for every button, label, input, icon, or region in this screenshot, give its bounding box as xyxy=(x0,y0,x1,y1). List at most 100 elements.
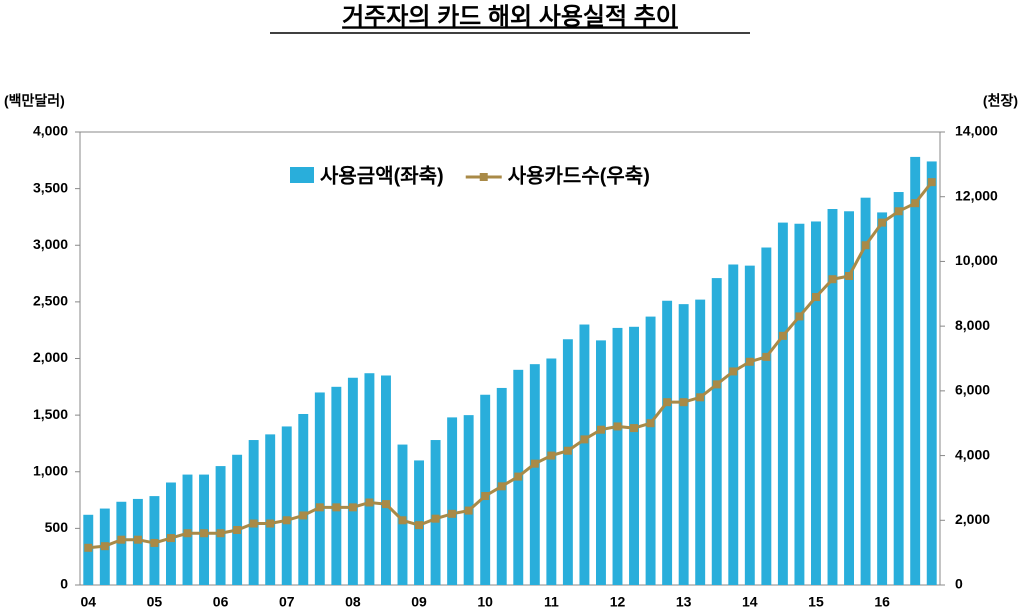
x-tick-label: 15 xyxy=(808,594,824,610)
bar xyxy=(811,221,821,585)
y-tick-label: 1,500 xyxy=(33,406,68,422)
bar xyxy=(910,156,921,586)
y2-tick-label: 0 xyxy=(955,576,963,592)
bar xyxy=(463,415,474,585)
bar xyxy=(926,161,937,585)
bar xyxy=(827,209,838,585)
line-marker xyxy=(547,451,556,460)
line-marker xyxy=(861,241,870,250)
x-tick-label: 05 xyxy=(147,594,163,610)
bar xyxy=(546,358,557,585)
line-marker xyxy=(365,498,374,507)
line-marker xyxy=(133,535,142,544)
chart-title: 거주자의 카드 해외 사용실적 추이 xyxy=(342,3,678,30)
line-marker xyxy=(729,367,738,376)
y-tick-label: 3,000 xyxy=(33,236,68,252)
x-tick-label: 08 xyxy=(345,594,361,610)
bar xyxy=(629,326,639,585)
y2-tick-label: 12,000 xyxy=(955,187,998,203)
y2-tick-label: 2,000 xyxy=(955,511,990,527)
y-tick-label: 0 xyxy=(60,576,68,592)
y2-tick-label: 6,000 xyxy=(955,382,990,398)
bar xyxy=(364,373,375,585)
line-marker xyxy=(431,514,440,523)
bar xyxy=(381,375,391,585)
bar xyxy=(678,304,689,585)
bar xyxy=(430,440,441,585)
bar xyxy=(447,417,458,585)
bar xyxy=(562,339,573,585)
line-marker xyxy=(117,535,126,544)
line-marker xyxy=(778,331,787,340)
line-marker xyxy=(497,482,506,491)
bar xyxy=(281,426,292,585)
line-marker xyxy=(613,422,622,431)
y2-tick-label: 4,000 xyxy=(955,446,990,462)
x-tick-label: 07 xyxy=(279,594,295,610)
line-marker xyxy=(762,352,771,361)
line-marker xyxy=(381,500,390,509)
line-marker xyxy=(845,271,854,280)
bar xyxy=(893,192,904,585)
line-marker xyxy=(712,380,721,389)
line-marker xyxy=(530,459,539,468)
x-tick-label: 04 xyxy=(80,594,96,610)
y-tick-label: 2,500 xyxy=(33,293,68,309)
line-marker xyxy=(84,543,93,552)
bar xyxy=(744,265,755,585)
legend-label: 사용금액(좌축) xyxy=(320,164,444,187)
y2-axis-label: (천장) xyxy=(983,93,1018,109)
x-tick-label: 14 xyxy=(742,594,758,610)
bar xyxy=(761,247,772,585)
y2-tick-label: 10,000 xyxy=(955,252,998,268)
bar xyxy=(298,413,309,585)
line-marker xyxy=(911,199,920,208)
bar xyxy=(645,316,656,585)
bar xyxy=(777,222,788,585)
line-marker xyxy=(315,503,324,512)
line-marker xyxy=(679,398,688,407)
line-marker xyxy=(266,519,275,528)
y-tick-label: 1,000 xyxy=(33,462,68,478)
bar xyxy=(529,364,540,585)
line-marker xyxy=(580,435,589,444)
legend-label: 사용카드수(우축) xyxy=(508,164,650,187)
x-tick-label: 12 xyxy=(610,594,626,610)
line-marker xyxy=(646,419,655,428)
bar xyxy=(232,454,243,585)
line-marker xyxy=(249,519,258,528)
line-marker xyxy=(464,506,473,515)
line-marker xyxy=(596,425,605,434)
legend-swatch xyxy=(290,167,314,183)
bar xyxy=(877,212,888,585)
line-marker xyxy=(415,521,424,530)
bar xyxy=(331,386,342,585)
bar xyxy=(397,444,408,585)
y2-tick-label: 8,000 xyxy=(955,317,990,333)
line-marker xyxy=(299,511,308,520)
line-marker xyxy=(878,218,887,227)
bar xyxy=(596,340,606,585)
line-marker xyxy=(927,178,936,187)
x-tick-label: 11 xyxy=(544,594,559,610)
x-tick-label: 06 xyxy=(213,594,229,610)
bar xyxy=(480,394,491,585)
line-marker xyxy=(216,529,225,538)
line-marker xyxy=(348,503,357,512)
x-tick-label: 13 xyxy=(676,594,692,610)
line-marker xyxy=(828,275,837,284)
line-marker xyxy=(398,516,407,525)
bar xyxy=(579,324,590,585)
line-marker xyxy=(200,529,209,538)
line-marker xyxy=(481,492,490,501)
y-axis-label: (백만달러) xyxy=(4,93,65,109)
bar xyxy=(695,299,706,585)
bar xyxy=(314,392,325,585)
bar xyxy=(860,197,871,585)
y2-tick-label: 14,000 xyxy=(955,123,998,139)
line-marker xyxy=(183,529,192,538)
line-marker xyxy=(663,398,672,407)
y-tick-label: 4,000 xyxy=(33,123,68,139)
bar xyxy=(662,300,673,585)
